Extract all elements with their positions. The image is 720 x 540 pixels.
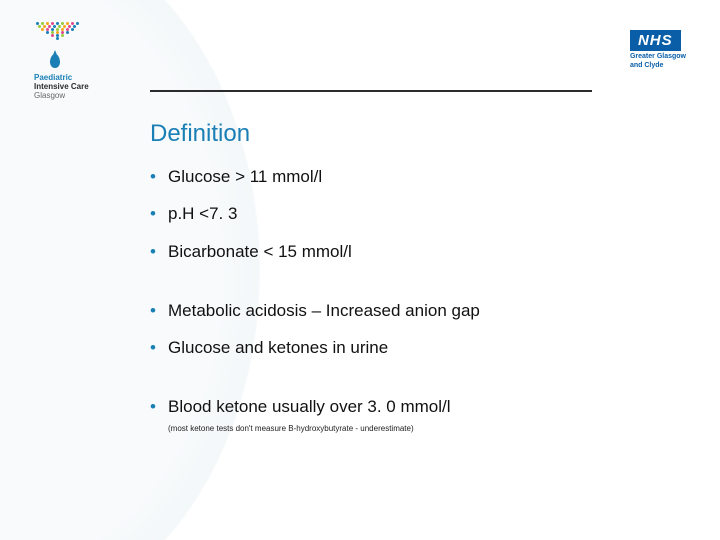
- nhs-sub2: and Clyde: [630, 62, 686, 69]
- bullet-groups: Glucose > 11 mmol/l p.H <7. 3 Bicarbonate …: [150, 166, 640, 433]
- bullet-item: Blood ketone usually over 3. 0 mmol/l: [150, 396, 640, 417]
- logo-left-text: Paediatric Intensive Care Glasgow: [34, 74, 122, 100]
- nhs-sub1: Greater Glasgow: [630, 53, 686, 60]
- slide-title: Definition: [150, 120, 640, 148]
- bullet-list: Blood ketone usually over 3. 0 mmol/l: [150, 396, 640, 417]
- bullet-item: Metabolic acidosis – Increased anion gap: [150, 300, 640, 321]
- droplet-icon: [50, 54, 60, 68]
- bullet-item: Bicarbonate < 15 mmol/l: [150, 241, 640, 262]
- logo-dot: [46, 31, 49, 34]
- nhs-badge: NHS: [630, 30, 681, 51]
- header: Paediatric Intensive Care Glasgow NHS Gr…: [0, 0, 720, 98]
- bullet-item: Glucose > 11 mmol/l: [150, 166, 640, 187]
- dot-logo: [34, 22, 80, 50]
- logo-dot: [51, 34, 54, 37]
- logo-dot: [41, 28, 44, 31]
- bullet-list: Glucose > 11 mmol/l p.H <7. 3 Bicarbonate …: [150, 166, 640, 262]
- bullet-item: p.H <7. 3: [150, 203, 640, 224]
- logo-right: NHS Greater Glasgow and Clyde: [630, 30, 686, 69]
- logo-dot: [76, 22, 79, 25]
- slide: Paediatric Intensive Care Glasgow NHS Gr…: [0, 0, 720, 540]
- bullet-item: Glucose and ketones in urine: [150, 337, 640, 358]
- logo-dot: [66, 31, 69, 34]
- fine-print: (most ketone tests don't measure B-hydro…: [168, 424, 640, 433]
- logo-dot: [56, 37, 59, 40]
- content: Definition Glucose > 11 mmol/l p.H <7. 3 B…: [150, 120, 640, 433]
- bullet-list: Metabolic acidosis – Increased anion gap…: [150, 300, 640, 359]
- logo-dot: [71, 28, 74, 31]
- header-rule: [150, 90, 592, 92]
- logo-left: Paediatric Intensive Care Glasgow: [34, 22, 122, 100]
- logo-dot: [61, 34, 64, 37]
- logo-line3: Glasgow: [34, 92, 122, 101]
